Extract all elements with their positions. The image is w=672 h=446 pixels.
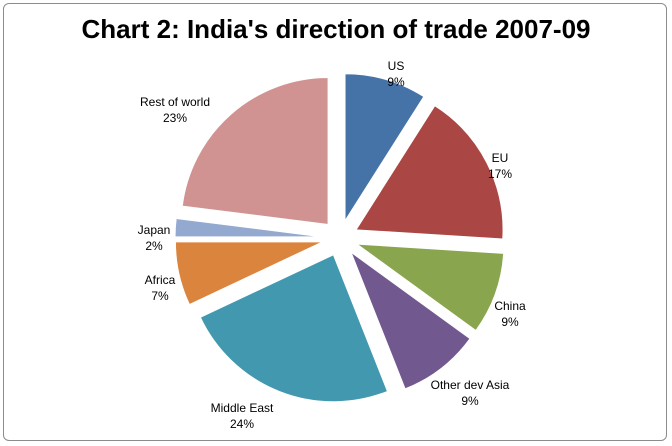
pie-slice-other-dev-asia [349,250,471,390]
pie-slice-middle-east [199,254,389,403]
slice-label: Africa [145,273,176,287]
slice-value-label: 7% [151,289,169,303]
slice-value-label: 9% [461,394,479,408]
slice-label: China [494,299,526,313]
slice-value-label: 24% [230,417,254,431]
pie-slice-eu [355,105,504,240]
pie-slice-rest-of-world [181,76,329,226]
slice-value-label: 17% [488,167,512,181]
pie-slice-japan [174,217,323,238]
slice-label: US [388,59,405,73]
slice-label: Middle East [211,401,274,415]
slice-label: Rest of world [140,95,210,109]
slice-value-label: 2% [145,239,163,253]
chart-title: Chart 2: India's direction of trade 2007… [81,14,591,44]
slice-label: EU [492,151,509,165]
pie-slice-china [355,243,505,332]
pie-slice-africa [174,241,323,306]
slice-label: Japan [138,223,171,237]
slice-value-label: 9% [387,75,405,89]
slice-value-label: 9% [501,315,519,329]
slice-label: Other dev Asia [431,378,510,392]
slice-value-label: 23% [163,111,187,125]
pie-slice-us [344,73,425,223]
